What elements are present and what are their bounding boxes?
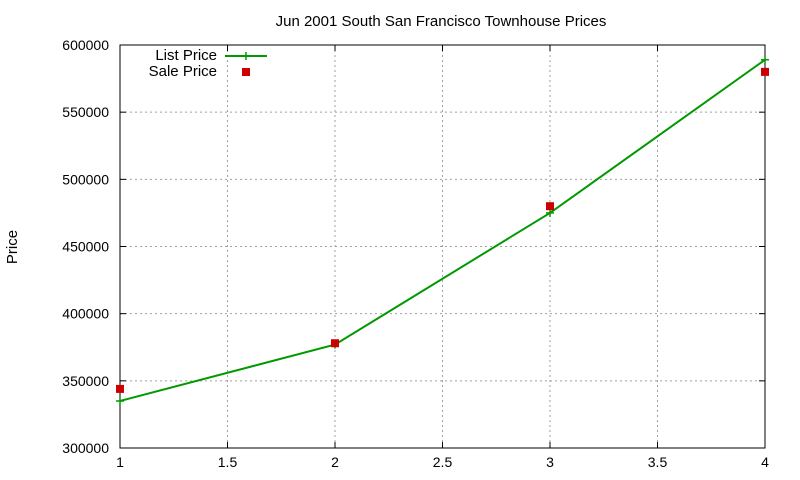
legend-swatch-list-price <box>225 52 267 60</box>
sale-price-point <box>546 202 554 211</box>
list-price-point <box>761 55 769 64</box>
sale-price-point <box>761 67 769 76</box>
grid <box>120 45 765 448</box>
x-tick-label: 4 <box>761 454 769 470</box>
y-tick-label: 400000 <box>62 306 109 322</box>
legend-square-marker <box>242 68 250 76</box>
data-series <box>116 55 769 405</box>
legend-label-list-price: List Price <box>155 47 217 64</box>
axis-ticks: 1 1.5 2 2.5 3 3.5 4 300000 350000 400000 450000 500… <box>62 37 769 470</box>
y-axis-label: Price <box>4 230 21 264</box>
x-tick-label: 1 <box>116 454 124 470</box>
y-tick-label: 300000 <box>62 440 109 456</box>
list-price-point <box>116 396 124 405</box>
legend-label-sale-price: Sale Price <box>149 63 217 80</box>
x-tick-label: 2 <box>331 454 339 470</box>
sale-price-point <box>331 339 339 348</box>
y-tick-label: 500000 <box>62 171 109 187</box>
x-tick-label: 3.5 <box>648 454 668 470</box>
x-tick-label: 3 <box>546 454 554 470</box>
x-tick-label: 1.5 <box>218 454 238 470</box>
chart-title: Jun 2001 South San Francisco Townhouse P… <box>276 13 607 30</box>
y-tick-label: 600000 <box>62 37 109 53</box>
sale-price-point <box>116 384 124 393</box>
y-tick-label: 350000 <box>62 373 109 389</box>
list-price-line <box>119 58 766 402</box>
y-tick-label: 550000 <box>62 104 109 120</box>
legend: List Price Sale Price <box>149 47 267 80</box>
y-tick-label: 450000 <box>62 239 109 255</box>
legend-plus-marker <box>242 52 250 60</box>
x-tick-label: 2.5 <box>433 454 453 470</box>
list-price-point <box>546 208 554 217</box>
legend-swatch-sale-price <box>242 68 250 76</box>
